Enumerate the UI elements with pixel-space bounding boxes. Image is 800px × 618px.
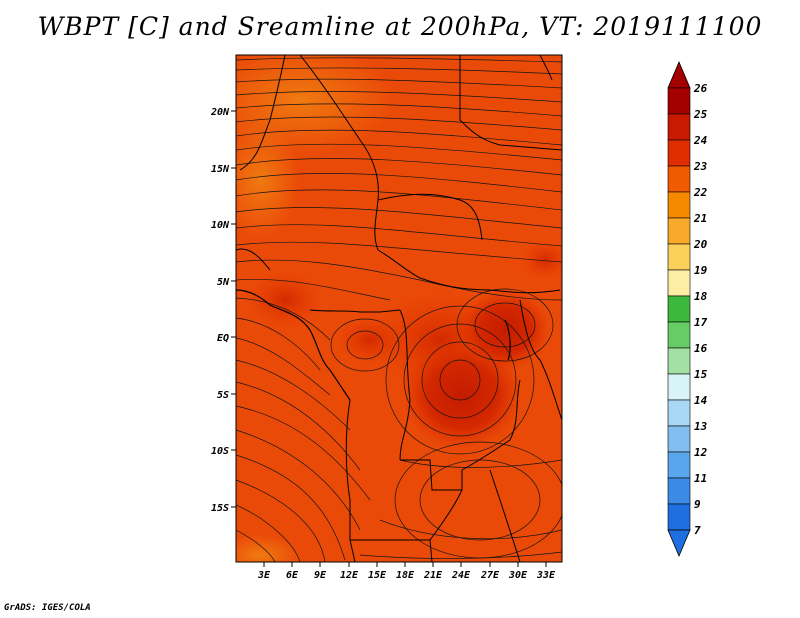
country-borders — [236, 55, 562, 562]
lon-label: 21E — [423, 570, 443, 581]
lat-label: 20N — [210, 107, 230, 118]
colorbar-swatch — [667, 347, 691, 375]
colorbar-label: 26 — [693, 82, 708, 95]
colorbar-label: 23 — [693, 160, 708, 173]
lon-label: 6E — [286, 570, 299, 581]
lon-label: 18E — [396, 570, 415, 581]
map-panel — [236, 55, 562, 562]
colorbar-label: 14 — [694, 394, 708, 407]
colorbar-top-triangle — [667, 60, 691, 89]
colorbar-swatch — [667, 451, 691, 479]
colorbar-swatch — [667, 191, 691, 219]
chart-title: WBPT [C] and Sreamline at 200hPa, VT: 20… — [37, 12, 763, 41]
colorbar: 26 25 24 23 22 21 20 19 18 17 16 15 14 13 12 11 9 7 — [667, 60, 708, 558]
colorbar-label: 22 — [693, 186, 708, 199]
footer-credit: GrADS: IGES/COLA — [4, 603, 91, 613]
colorbar-label: 16 — [694, 342, 708, 355]
colorbar-label: 11 — [694, 472, 707, 485]
colorbar-swatch — [667, 87, 691, 115]
lat-axis: 20N 15N 10N 5N EQ 5S 10S 15S — [210, 107, 236, 514]
colorbar-swatch — [667, 321, 691, 349]
colorbar-bottom-triangle — [667, 529, 691, 558]
colorbar-swatch — [667, 217, 691, 245]
lat-label: 5N — [217, 277, 230, 288]
lat-label: 15N — [211, 164, 230, 175]
colorbar-swatch — [667, 503, 691, 531]
colorbar-swatch — [667, 425, 691, 453]
colorbar-label: 24 — [693, 134, 708, 147]
colorbar-label: 20 — [693, 238, 708, 251]
lon-label: 30E — [508, 570, 528, 581]
lat-label: 5S — [217, 390, 229, 401]
colorbar-swatch — [667, 269, 691, 297]
colorbar-label: 19 — [694, 264, 708, 277]
lon-label: 33E — [536, 570, 556, 581]
lat-label: 10N — [211, 220, 230, 231]
colorbar-swatch — [667, 399, 691, 427]
colorbar-swatch — [667, 295, 691, 323]
colorbar-label: 15 — [694, 368, 708, 381]
colorbar-label: 25 — [693, 108, 708, 121]
colorbar-swatch — [667, 165, 691, 193]
colorbar-swatch — [667, 243, 691, 271]
colorbar-label: 21 — [693, 212, 707, 225]
lat-label: 10S — [211, 446, 229, 457]
lon-axis: 3E 6E 9E 12E 15E 18E 21E 24E 27E 30E 33E — [257, 562, 556, 581]
streamlines — [236, 57, 562, 562]
lon-label: 3E — [257, 570, 271, 581]
lat-label: EQ — [217, 333, 229, 344]
lon-label: 24E — [451, 570, 471, 581]
map-frame — [235, 54, 563, 563]
lat-label: 15S — [211, 503, 229, 514]
lon-label: 15E — [368, 570, 387, 581]
colorbar-swatch — [667, 477, 691, 505]
lon-label: 12E — [340, 570, 359, 581]
colorbar-label: 17 — [694, 316, 708, 329]
colorbar-swatch — [667, 113, 691, 141]
lon-label: 27E — [480, 570, 500, 581]
lon-label: 9E — [314, 570, 327, 581]
colorbar-swatch — [667, 139, 691, 167]
colorbar-swatch — [667, 373, 691, 401]
colorbar-label: 12 — [694, 446, 708, 459]
colorbar-label: 18 — [694, 290, 708, 303]
colorbar-label: 13 — [694, 420, 708, 433]
colorbar-label: 9 — [694, 498, 701, 511]
colorbar-label: 7 — [694, 524, 701, 537]
